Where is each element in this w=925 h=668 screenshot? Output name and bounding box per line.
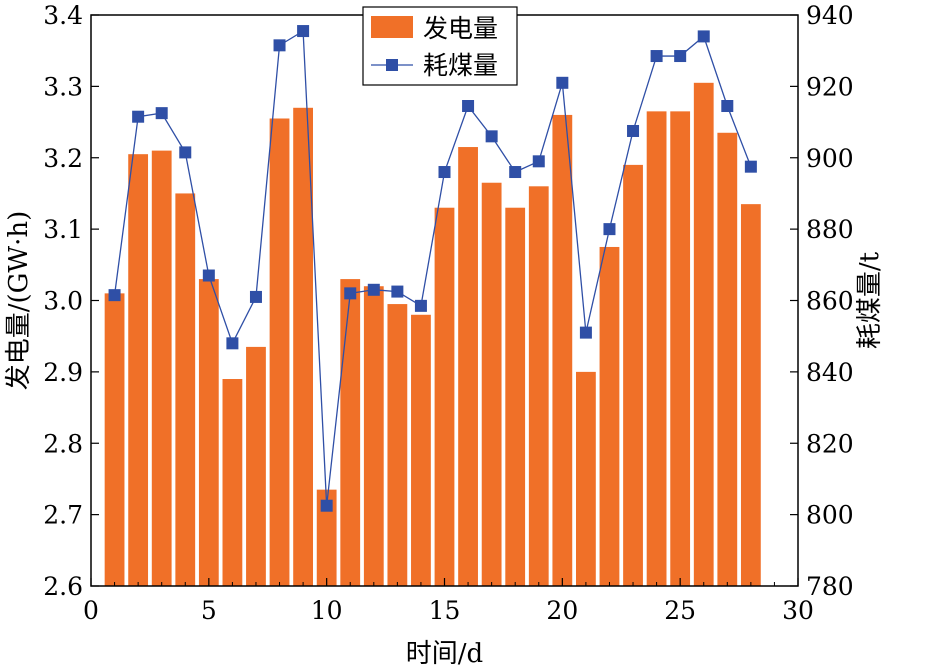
line-point <box>273 39 286 52</box>
y-right-tick-label: 860 <box>806 287 854 316</box>
bar <box>246 346 266 586</box>
line-point <box>627 124 640 137</box>
x-tick-label: 15 <box>429 596 461 625</box>
legend-label-bar: 发电量 <box>423 14 498 43</box>
bar <box>411 314 431 586</box>
line-point <box>391 285 404 298</box>
line-point <box>414 299 427 312</box>
line-point <box>579 326 592 339</box>
bar <box>693 82 714 587</box>
bar <box>646 111 667 586</box>
bar <box>717 132 738 587</box>
line-point <box>509 166 522 179</box>
y-left-tick-label: 3.4 <box>43 1 83 30</box>
line-point <box>179 146 192 159</box>
y-left-tick-label: 3.2 <box>43 144 83 173</box>
bar <box>528 186 549 587</box>
y-left-tick-label: 3.3 <box>43 72 83 101</box>
y-axis-label-left: 发电量/(GW·h) <box>4 211 34 391</box>
x-tick-label: 25 <box>664 596 696 625</box>
bar <box>198 279 219 586</box>
bar <box>552 114 573 587</box>
y-left-tick-label: 2.8 <box>43 429 83 458</box>
line-point <box>320 499 333 512</box>
ticks-layer <box>90 14 799 587</box>
y-right-tick-label: 940 <box>806 1 854 30</box>
line-point <box>108 289 121 302</box>
bar <box>458 147 478 586</box>
line-point <box>438 166 451 179</box>
line-point <box>603 223 616 236</box>
bar <box>670 111 691 586</box>
tick-labels-layer: 0 5 10 15 20 25 30 2.6 2.7 2.8 2.9 3.0 3.1 3.2 3.3 3.4 7… <box>43 1 853 625</box>
bar <box>505 207 526 586</box>
bar <box>576 371 596 586</box>
legend: 发电量 耗煤量 <box>362 6 518 86</box>
line-point <box>532 155 545 168</box>
line-point <box>132 110 145 123</box>
y-right-tick-label: 820 <box>806 429 854 458</box>
y-left-tick-label: 2.9 <box>43 358 83 387</box>
line-point <box>462 100 475 113</box>
line-point <box>674 50 687 63</box>
y-right-tick-label: 880 <box>806 215 854 244</box>
x-tick-label: 10 <box>311 596 343 625</box>
line-point <box>367 283 380 296</box>
legend-label-line: 耗煤量 <box>423 51 498 80</box>
x-tick-label: 30 <box>782 596 814 625</box>
line-point <box>485 130 498 143</box>
bar <box>434 207 455 586</box>
bar <box>269 118 290 587</box>
y-left-tick-label: 2.6 <box>43 572 83 601</box>
bar <box>128 154 149 586</box>
y-right-tick-label: 800 <box>806 501 854 530</box>
bars-layer <box>104 82 761 587</box>
bar <box>740 204 761 587</box>
bar <box>599 246 620 586</box>
x-tick-label: 5 <box>201 596 217 625</box>
x-tick-label: 20 <box>546 596 578 625</box>
line-point <box>744 160 757 173</box>
y-left-tick-label: 3.1 <box>43 215 83 244</box>
line-point <box>202 269 215 282</box>
line-point <box>344 287 357 300</box>
legend-swatch-marker <box>386 59 398 71</box>
bar <box>175 193 196 586</box>
line-point <box>650 50 663 63</box>
line-point <box>249 290 262 303</box>
y-left-tick-label: 3.0 <box>43 287 83 316</box>
x-tick-label: 0 <box>83 596 99 625</box>
bar <box>481 182 502 586</box>
y-right-tick-label: 920 <box>806 72 854 101</box>
line-point <box>297 25 310 38</box>
y-left-tick-label: 2.7 <box>43 501 83 530</box>
y-axis-label-right: 耗煤量/t <box>855 251 885 349</box>
line-point <box>556 76 569 89</box>
bar <box>623 164 643 586</box>
bar <box>104 293 125 586</box>
bar <box>363 286 384 586</box>
line-point <box>155 107 168 120</box>
line-point <box>721 100 734 113</box>
y-right-tick-label: 840 <box>806 358 854 387</box>
bar <box>293 107 313 586</box>
bar <box>340 279 361 586</box>
bar <box>151 150 172 587</box>
x-axis-label: 时间/d <box>406 639 483 668</box>
line-layer <box>108 25 757 512</box>
series-line <box>113 29 752 506</box>
y-right-tick-label: 900 <box>806 144 854 173</box>
line-point <box>226 337 239 350</box>
legend-swatch-bar <box>371 16 413 38</box>
bar <box>222 379 243 586</box>
line-point <box>697 30 710 43</box>
bar <box>316 489 337 586</box>
y-right-tick-label: 780 <box>806 572 854 601</box>
bar <box>387 304 408 586</box>
